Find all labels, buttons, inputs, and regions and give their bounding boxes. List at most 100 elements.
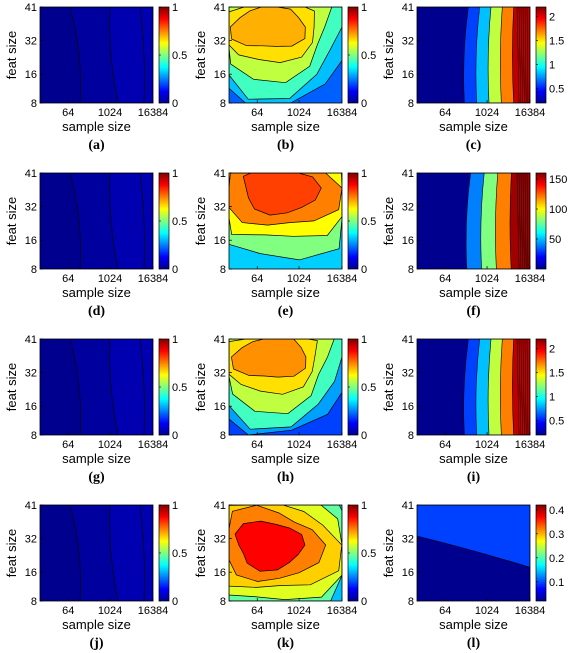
x-tick-label: 1024	[287, 273, 311, 285]
contour-fill	[417, 339, 530, 435]
colorbar-tick-label: 1	[361, 168, 367, 180]
colorbar	[535, 6, 547, 104]
y-tick-label: 32	[402, 534, 414, 546]
y-axis-label: feat size	[193, 363, 208, 411]
x-tick-label: 64	[62, 273, 74, 285]
colorbar-tick-label: 0	[172, 98, 178, 110]
y-tick-label: 32	[402, 36, 414, 48]
colorbar-tick-label: 0.2	[549, 553, 564, 565]
subplot-j: 64 1024 16384 8 16 32 41 sample size feat size 0 0…	[4, 500, 187, 651]
colorbar-tick-label: 1	[361, 500, 367, 512]
contour-level	[231, 339, 307, 378]
colorbar-tick-label: 1	[172, 334, 178, 346]
y-axis-label: feat size	[193, 197, 208, 245]
panel-label: (g)	[88, 470, 105, 485]
y-tick-label: 8	[408, 264, 414, 276]
y-axis-label: feat size	[4, 363, 19, 411]
x-axis-label: sample size	[439, 119, 508, 134]
x-tick-label: 1024	[98, 439, 122, 451]
contour-fill	[417, 7, 530, 103]
colorbar-tick-label: 2	[549, 12, 555, 24]
x-axis-label: sample size	[62, 285, 131, 300]
colorbar-tick-label: 1.5	[549, 36, 564, 48]
colorbar-tick-label: 0.1	[549, 577, 564, 589]
colorbar-tick-label: 0.5	[172, 548, 187, 560]
y-tick-label: 8	[31, 430, 37, 442]
y-tick-label: 16	[25, 401, 37, 413]
y-tick-label: 41	[25, 500, 37, 512]
panel-label: (d)	[88, 304, 105, 319]
colorbar-tick-label: 0.3	[549, 529, 564, 541]
contour-line	[526, 7, 530, 103]
x-tick-label: 1024	[287, 605, 311, 617]
y-tick-label: 16	[402, 401, 414, 413]
x-tick-label: 64	[439, 273, 451, 285]
colorbar-tick-label: 0.5	[549, 84, 564, 96]
contour-level	[139, 505, 153, 601]
y-tick-label: 32	[214, 36, 226, 48]
colorbar-tick-label: 0	[172, 264, 178, 276]
colorbar-tick-label: 0.5	[172, 382, 187, 394]
axes-frame	[416, 172, 531, 270]
contour-line	[516, 173, 530, 269]
x-tick-label: 1024	[287, 107, 311, 119]
colorbar	[535, 504, 547, 602]
colorbar-tick-label: 1	[172, 2, 178, 14]
colorbar-tick-label: 0	[361, 596, 367, 608]
colorbar-tick-label: 1	[361, 2, 367, 14]
contour-fill	[229, 7, 342, 103]
colorbar-tick-label: 1	[172, 500, 178, 512]
x-tick-label: 1024	[287, 439, 311, 451]
y-tick-label: 8	[220, 430, 226, 442]
colorbar-tick-label: 0.5	[361, 548, 376, 560]
subplot-l: 64 1024 16384 8 16 32 41 sample size feat size 0.…	[381, 500, 564, 651]
y-axis-label: feat size	[4, 529, 19, 577]
y-tick-label: 8	[408, 430, 414, 442]
axes-frame	[39, 172, 154, 270]
contour-line	[516, 7, 530, 103]
contour-line	[524, 339, 530, 435]
colorbar-tick-label: 0	[361, 98, 367, 110]
contour-fill	[40, 339, 153, 435]
x-tick-label: 16384	[138, 107, 169, 119]
x-tick-label: 64	[251, 439, 263, 451]
colorbar-tick-label: 0.5	[361, 50, 376, 62]
contour-line	[518, 339, 530, 435]
x-tick-label: 16384	[327, 273, 358, 285]
contour-line	[518, 173, 530, 269]
colorbar-tick-label: 1	[172, 168, 178, 180]
x-tick-label: 16384	[327, 107, 358, 119]
y-axis-label: feat size	[193, 31, 208, 79]
contour-fill	[40, 505, 153, 601]
colorbar-tick-label: 0	[172, 596, 178, 608]
y-axis-label: feat size	[381, 31, 396, 79]
axes-frame	[228, 338, 343, 436]
y-tick-label: 41	[214, 168, 226, 180]
y-tick-label: 32	[25, 534, 37, 546]
colorbar-tick-label: 150	[549, 174, 567, 186]
x-axis-label: sample size	[439, 285, 508, 300]
x-tick-label: 64	[251, 107, 263, 119]
y-tick-label: 16	[25, 69, 37, 81]
x-tick-label: 64	[439, 439, 451, 451]
y-axis-label: feat size	[381, 197, 396, 245]
y-tick-label: 16	[402, 567, 414, 579]
x-tick-label: 16384	[515, 273, 546, 285]
panel-label: (l)	[467, 636, 481, 651]
contour-level	[512, 339, 530, 435]
x-tick-label: 16384	[138, 439, 169, 451]
axes-frame	[228, 504, 343, 602]
contour-level	[229, 7, 306, 47]
axes-frame	[228, 6, 343, 104]
x-tick-label: 64	[439, 107, 451, 119]
contour-level	[139, 7, 153, 103]
y-tick-label: 41	[402, 500, 414, 512]
panel-label: (j)	[90, 636, 104, 651]
colorbar-tick-label: 1	[361, 334, 367, 346]
y-axis-label: feat size	[193, 529, 208, 577]
colorbar-tick-label: 50	[549, 234, 561, 246]
y-tick-label: 8	[408, 98, 414, 110]
colorbar-tick-label: 0	[172, 430, 178, 442]
contour-fill	[229, 505, 342, 601]
